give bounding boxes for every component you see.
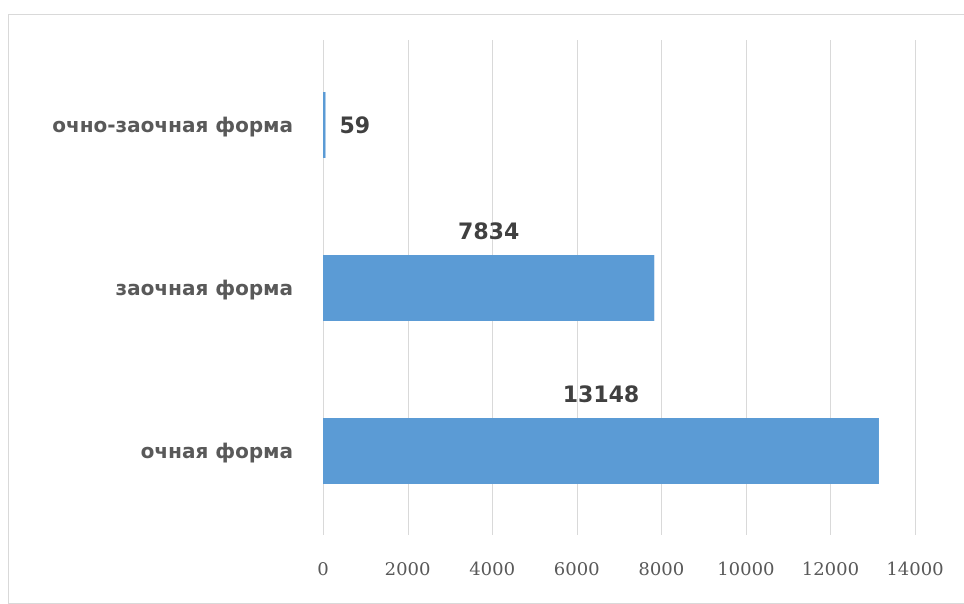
- x-tick-label: 2000: [385, 559, 431, 580]
- data-labels: 59 7834 13148: [339, 114, 639, 408]
- x-tick-label: 12000: [802, 559, 859, 580]
- bar-chart: очно-заочная форма заочная форма очная фор…: [52, 40, 944, 580]
- category-label: очная форма: [141, 439, 293, 463]
- category-label: заочная форма: [116, 276, 293, 300]
- data-label: 7834: [458, 220, 519, 245]
- bars: [323, 92, 879, 484]
- x-tick-label: 4000: [469, 559, 515, 580]
- bar: [323, 418, 879, 484]
- x-axis-tick-labels: 0 2000 4000 6000 8000 10000 12000 14000: [317, 559, 943, 580]
- x-tick-label: 14000: [886, 559, 943, 580]
- x-tick-label: 10000: [717, 559, 774, 580]
- x-tick-label: 8000: [638, 559, 684, 580]
- data-label: 13148: [563, 383, 640, 408]
- x-tick-label: 6000: [554, 559, 600, 580]
- category-label: очно-заочная форма: [52, 113, 293, 137]
- bar: [323, 92, 326, 158]
- category-labels: очно-заочная форма заочная форма очная фор…: [52, 113, 293, 463]
- bar: [323, 255, 655, 321]
- x-tick-label: 0: [317, 559, 328, 580]
- data-label: 59: [339, 114, 370, 139]
